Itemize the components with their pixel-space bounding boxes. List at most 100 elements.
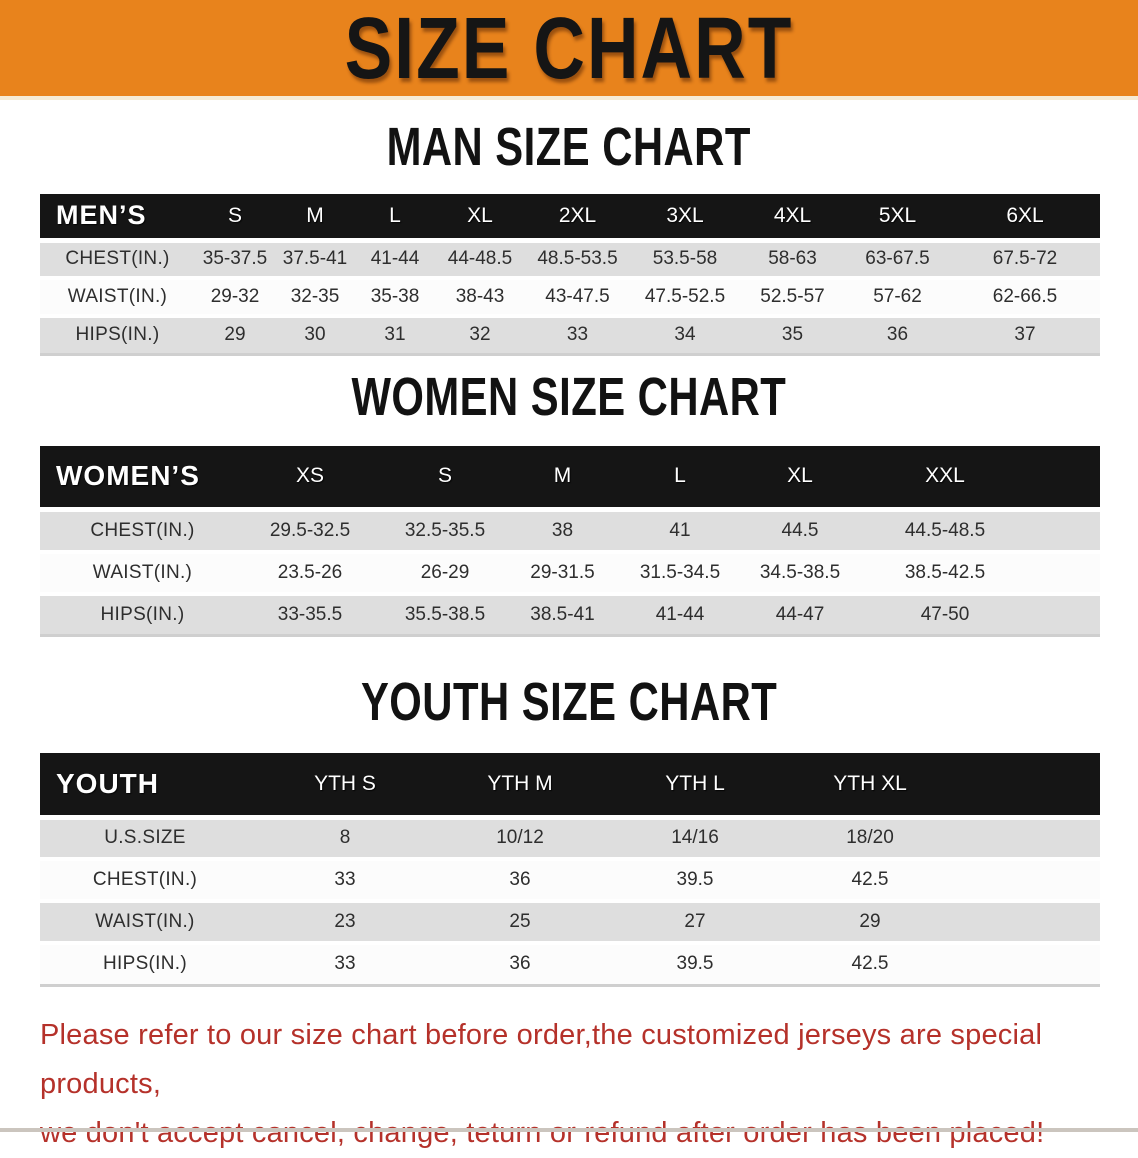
banner-title: SIZE CHART: [344, 0, 794, 97]
cell: 8: [250, 817, 440, 861]
cell: 31.5-34.5: [610, 551, 750, 596]
women-section-heading-text: WOMEN SIZE CHART: [351, 367, 787, 427]
men-size-table: MEN’S S M L XL 2XL 3XL 4XL 5XL 6XL CHEST…: [40, 194, 1100, 356]
row-label: HIPS(IN.): [40, 593, 245, 637]
cell: 35.5-38.5: [375, 593, 515, 637]
youth-col-header: YTH S: [250, 753, 440, 820]
men-waist-row: WAIST(IN.) 29-32 32-35 35-38 38-43 43-47…: [40, 278, 1100, 318]
youth-waist-row: WAIST(IN.) 23 25 27 29: [40, 901, 1100, 945]
spacer-cell: [1040, 551, 1100, 596]
cell: 41-44: [355, 240, 435, 280]
cell: 38.5-41: [515, 593, 610, 637]
cell: 63-67.5: [845, 240, 950, 280]
men-col-header: XL: [435, 194, 525, 243]
women-hips-row: HIPS(IN.) 33-35.5 35.5-38.5 38.5-41 41-4…: [40, 593, 1100, 637]
cell: 34: [630, 316, 740, 356]
men-section: MAN SIZE CHART MEN’S S M L XL 2XL 3XL 4X…: [0, 118, 1138, 356]
cell: 35-37.5: [195, 240, 275, 280]
cell: 32-35: [275, 278, 355, 318]
women-col-header: M: [515, 445, 610, 512]
women-size-table: WOMEN’S XS S M L XL XXL CHEST(IN.) 29.5-…: [40, 445, 1100, 637]
men-section-heading: MAN SIZE CHART: [0, 118, 1138, 178]
cell: 33: [525, 316, 630, 356]
cell: 35: [740, 316, 845, 356]
row-label: WAIST(IN.): [40, 551, 245, 596]
cell: 29: [790, 901, 950, 945]
spacer-cell: [950, 943, 1100, 987]
cell: 42.5: [790, 859, 950, 903]
women-chest-row: CHEST(IN.) 29.5-32.5 32.5-35.5 38 41 44.…: [40, 509, 1100, 554]
youth-col-header: YTH L: [600, 753, 790, 820]
spacer-cell: [950, 753, 1100, 820]
spacer-cell: [950, 817, 1100, 861]
cell: 39.5: [600, 859, 790, 903]
women-col-header: XS: [245, 445, 375, 512]
cell: 58-63: [740, 240, 845, 280]
youth-hips-row: HIPS(IN.) 33 36 39.5 42.5: [40, 943, 1100, 987]
youth-section-heading: YOUTH SIZE CHART: [0, 673, 1138, 733]
row-label: HIPS(IN.): [40, 943, 250, 987]
youth-table-label: YOUTH: [40, 753, 250, 820]
men-col-header: 6XL: [950, 194, 1100, 243]
cell: 42.5: [790, 943, 950, 987]
cell: 52.5-57: [740, 278, 845, 318]
men-chest-row: CHEST(IN.) 35-37.5 37.5-41 41-44 44-48.5…: [40, 240, 1100, 280]
disclaimer-line-1: Please refer to our size chart before or…: [40, 1018, 1043, 1100]
row-label: HIPS(IN.): [40, 316, 195, 356]
cell: 29-32: [195, 278, 275, 318]
youth-col-header: YTH XL: [790, 753, 950, 820]
youth-section: YOUTH SIZE CHART YOUTH YTH S YTH M YTH L…: [0, 673, 1138, 987]
cell: 29.5-32.5: [245, 509, 375, 554]
cell: 38.5-42.5: [850, 551, 1040, 596]
men-col-header: 4XL: [740, 194, 845, 243]
cell: 34.5-38.5: [750, 551, 850, 596]
men-header-row: MEN’S S M L XL 2XL 3XL 4XL 5XL 6XL: [40, 194, 1100, 243]
cell: 36: [845, 316, 950, 356]
size-chart-banner: SIZE CHART: [0, 0, 1138, 100]
row-label: WAIST(IN.): [40, 278, 195, 318]
women-section: WOMEN SIZE CHART WOMEN’S XS S M L XL XXL…: [0, 367, 1138, 637]
cell: 14/16: [600, 817, 790, 861]
cell: 62-66.5: [950, 278, 1100, 318]
women-col-header: XXL: [850, 445, 1040, 512]
cell: 48.5-53.5: [525, 240, 630, 280]
men-table-label: MEN’S: [40, 194, 195, 243]
cell: 32: [435, 316, 525, 356]
cell: 31: [355, 316, 435, 356]
cell: 38-43: [435, 278, 525, 318]
cell: 67.5-72: [950, 240, 1100, 280]
men-hips-row: HIPS(IN.) 29 30 31 32 33 34 35 36 37: [40, 316, 1100, 356]
row-label: CHEST(IN.): [40, 240, 195, 280]
cell: 41: [610, 509, 750, 554]
cell: 36: [440, 943, 600, 987]
cell: 37: [950, 316, 1100, 356]
youth-chest-row: CHEST(IN.) 33 36 39.5 42.5: [40, 859, 1100, 903]
spacer-cell: [1040, 445, 1100, 512]
spacer-cell: [1040, 509, 1100, 554]
women-col-header: XL: [750, 445, 850, 512]
row-label: CHEST(IN.): [40, 509, 245, 554]
cell: 44-48.5: [435, 240, 525, 280]
men-col-header: 5XL: [845, 194, 950, 243]
cell: 44-47: [750, 593, 850, 637]
youth-col-header: YTH M: [440, 753, 600, 820]
row-label: CHEST(IN.): [40, 859, 250, 903]
cell: 57-62: [845, 278, 950, 318]
youth-header-row: YOUTH YTH S YTH M YTH L YTH XL: [40, 753, 1100, 820]
row-label: U.S.SIZE: [40, 817, 250, 861]
disclaimer: Please refer to our size chart before or…: [40, 1011, 1118, 1158]
women-section-heading: WOMEN SIZE CHART: [0, 367, 1138, 427]
cell: 44.5-48.5: [850, 509, 1040, 554]
men-col-header: L: [355, 194, 435, 243]
cell: 30: [275, 316, 355, 356]
women-col-header: L: [610, 445, 750, 512]
cell: 43-47.5: [525, 278, 630, 318]
women-col-header: S: [375, 445, 515, 512]
spacer-cell: [950, 901, 1100, 945]
men-col-header: 3XL: [630, 194, 740, 243]
cell: 37.5-41: [275, 240, 355, 280]
women-table-label: WOMEN’S: [40, 445, 245, 512]
cell: 27: [600, 901, 790, 945]
men-col-header: 2XL: [525, 194, 630, 243]
cell: 32.5-35.5: [375, 509, 515, 554]
